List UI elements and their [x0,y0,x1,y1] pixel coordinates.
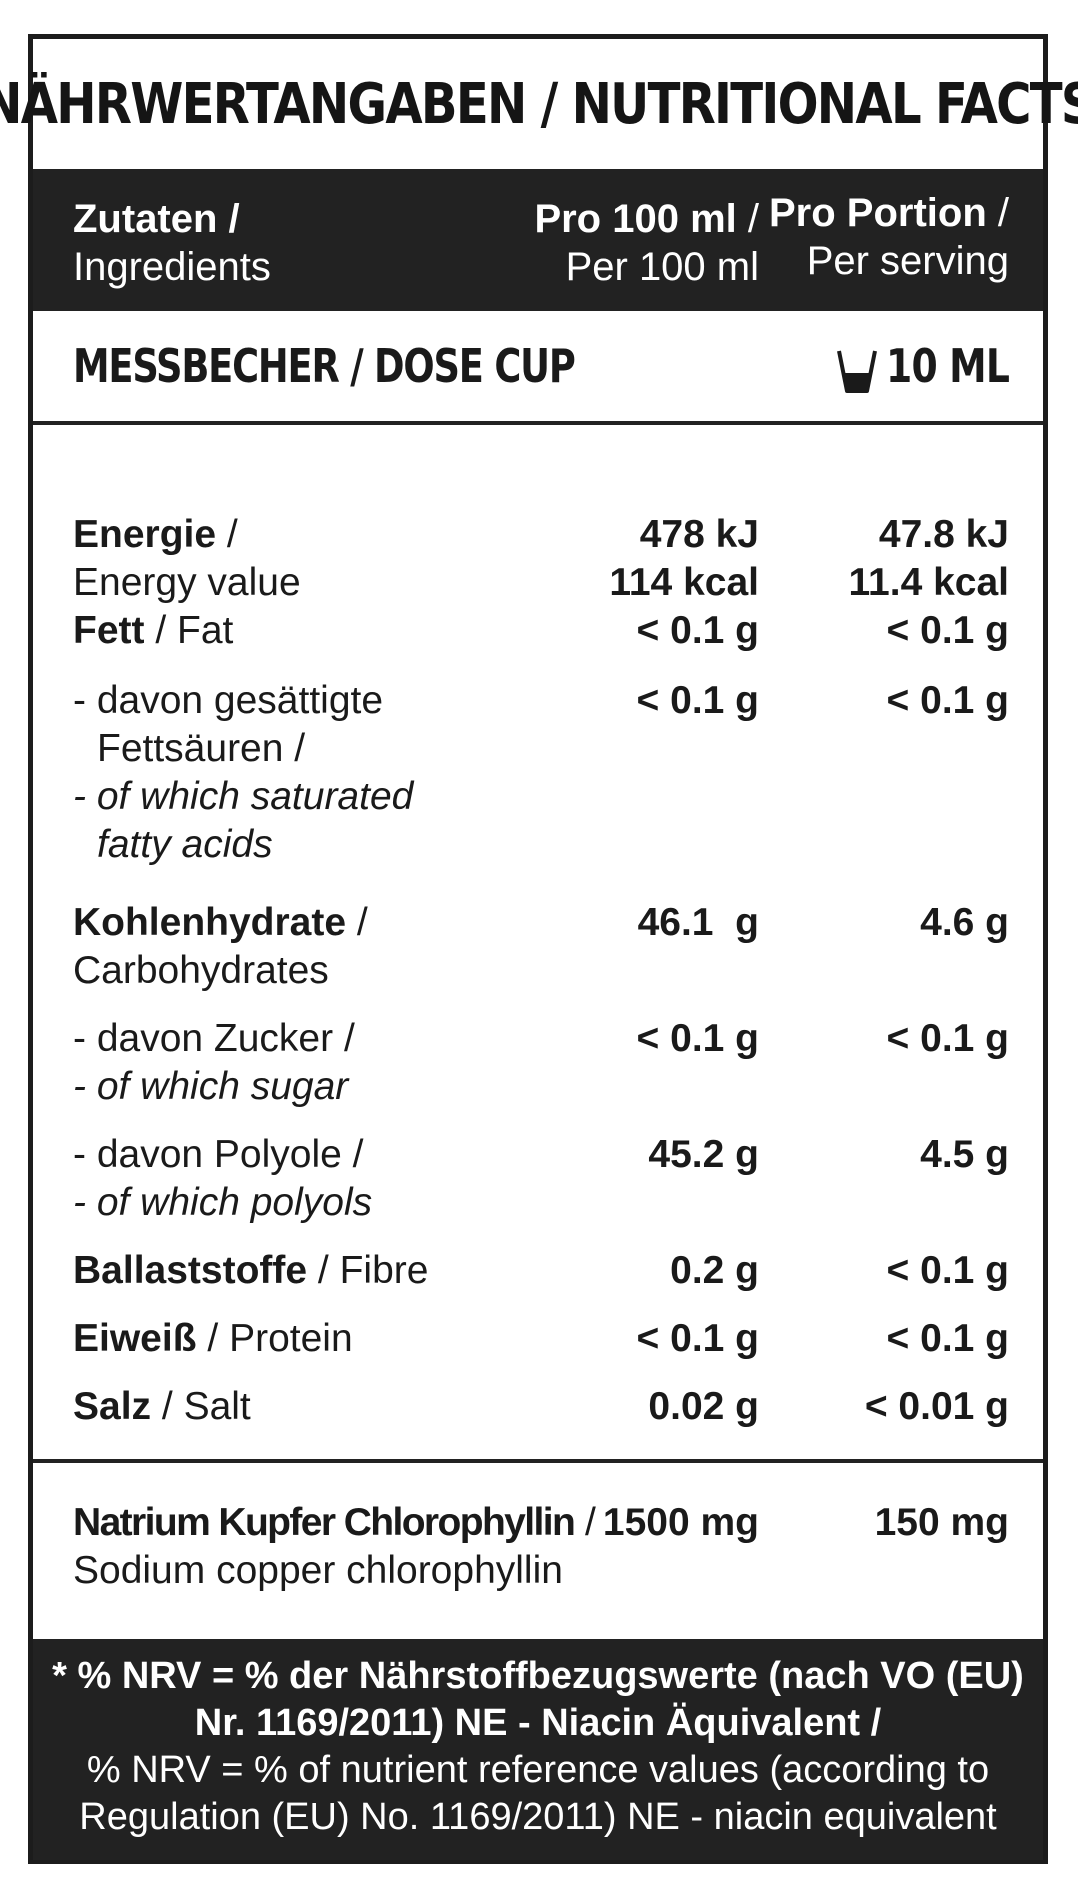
value-per-100ml: < 0.1 g [636,1317,759,1360]
nutrient-name-de: Salz [73,1385,152,1428]
nutrient-name: Energie / Energy value [73,513,301,604]
label-title: NÄHRWERTANGABEN / NUTRITIONAL FACTS [0,71,1078,137]
value-per-serving: 4.6 g [920,901,1009,944]
header-ingredients: Zutaten / Ingredients [73,195,271,291]
nutrient-name-de: Kohlenhydrate [73,901,347,944]
nutrient-name-en: - of which saturated [73,775,414,818]
value-per-100ml: 45.2 g [648,1133,759,1176]
nutrient-name-de: Ballaststoffe [73,1249,308,1292]
footnote-line-de-1: * % NRV = % der Nährstoffbezugswerte (na… [52,1655,1024,1697]
header-separator: / [986,191,1009,235]
footnote-line-de-2: Nr. 1169/2011) NE - Niacin Äquivalent / [194,1702,882,1744]
nutrient-name-de: - davon Zucker / [73,1017,355,1060]
nutrient-name-en-cont: fatty acids [97,823,273,866]
header-per-serving: Pro Portion / Per serving [769,189,1009,285]
nutrient-name-de: Fett [73,609,145,652]
nutrient-name: Kohlenhydrate / Carbohydrates [73,901,368,992]
footnote: * % NRV = % der Nährstoffbezugswerte (na… [33,1639,1043,1860]
header-ingredients-en: Ingredients [73,245,271,289]
value-kj: 478 kJ [639,513,759,556]
footnote-line-en-1: % NRV = % of nutrient reference values (… [86,1749,990,1791]
value-per-100ml: 0.02 g [648,1385,759,1428]
nutrient-name-en: - of which sugar [73,1065,349,1108]
nutrient-name-en: Carbohydrates [73,949,329,992]
value-per-100ml: 1500 mg [602,1501,759,1544]
value-per-100ml: < 0.1 g [636,1017,759,1060]
value-per-serving: < 0.1 g [886,679,1009,722]
nutrient-name: Ballaststoffe / Fibre [73,1249,429,1292]
dose-cup-row: MESSBECHER / DOSE CUP 10 ML [33,311,1043,425]
header-per-100ml: Pro 100 ml / Per 100 ml [534,195,759,291]
nutrient-name-en: Energy value [73,561,301,604]
value-per-serving: < 0.1 g [886,1017,1009,1060]
dose-cup-label: MESSBECHER / DOSE CUP [73,339,576,393]
value-per-serving: < 0.1 g [886,1317,1009,1360]
nutrient-name-en: Sodium copper chlorophyllin [73,1549,563,1592]
nutrient-name-en: - of which polyols [73,1181,373,1224]
nutrient-name-de: Natrium Kupfer Chlorophyllin [73,1501,576,1544]
nutrient-name: - davon gesättigte Fettsäuren / - of whi… [73,677,413,869]
value-per-100ml: < 0.1 g [636,609,759,652]
header-per-serving-de: Pro Portion [768,191,987,235]
nutrient-name-de: - davon gesättigte [73,679,384,722]
value-kj: 47.8 kJ [878,513,1009,556]
nutrient-name-en: Protein [229,1317,353,1360]
header-per-100ml-en: Per 100 ml [565,245,759,289]
nutrient-name: Fett / Fat [73,609,234,652]
nutrient-name-de-cont: Fettsäuren / [97,727,306,770]
value-per-100ml: < 0.1 g [636,679,759,722]
nutrient-separator: / [574,1501,596,1544]
dose-cup-value: 10 ML [885,339,1010,393]
nutrient-name: Natrium Kupfer Chlorophyllin / Sodium cop… [73,1499,596,1595]
column-header: Zutaten / Ingredients Pro 100 ml / Per 1… [33,169,1043,311]
header-per-serving-en: Per serving [806,239,1009,283]
nutrient-name: - davon Polyole / - of which polyols [73,1131,372,1227]
value-per-100ml: 478 kJ 114 kcal [609,511,759,607]
nutrient-name: Salz / Salt [73,1385,251,1428]
value-per-serving: < 0.1 g [886,609,1009,652]
section-divider [33,1459,1043,1463]
value-per-serving: 4.5 g [920,1133,1009,1176]
nutrient-name-de: - davon Polyole / [73,1133,364,1176]
value-per-serving: < 0.01 g [864,1385,1009,1428]
nutrient-name: Eiweiß / Protein [73,1317,353,1360]
nutrient-name-de: Energie [73,513,217,556]
value-per-100ml: 0.2 g [670,1249,759,1292]
value-kcal: 11.4 kcal [848,561,1010,604]
value-per-100ml: 46.1 g [637,901,759,944]
cup-icon [837,350,877,393]
nutrient-name: - davon Zucker / - of which sugar [73,1015,355,1111]
nutrient-name-en: Fibre [339,1249,429,1292]
header-separator: / [736,197,759,241]
nutrition-label: NÄHRWERTANGABEN / NUTRITIONAL FACTS Zuta… [0,34,1078,1864]
value-per-serving: < 0.1 g [886,1249,1009,1292]
header-per-100ml-de: Pro 100 ml [534,197,737,241]
value-kcal: 114 kcal [609,561,759,604]
value-per-serving: 150 mg [874,1501,1009,1544]
nutrient-name-en: Fat [177,609,234,652]
header-ingredients-de: Zutaten / [73,197,240,241]
nutrient-name-en: Salt [183,1385,251,1428]
footnote-line-en-2: Regulation (EU) No. 1169/2011) NE - niac… [79,1796,997,1838]
nutrient-name-de: Eiweiß [73,1317,197,1360]
value-per-serving: 47.8 kJ 11.4 kcal [849,511,1010,607]
